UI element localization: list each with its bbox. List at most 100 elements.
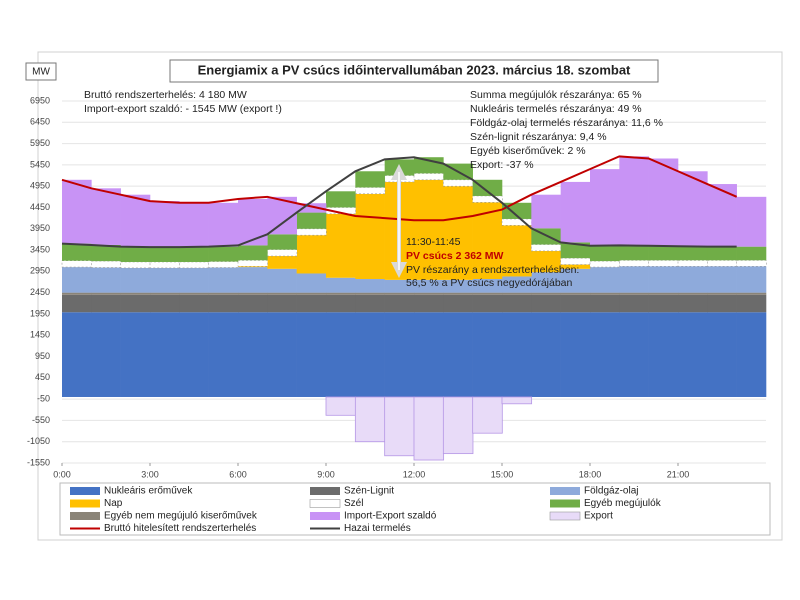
area-step [120,261,151,269]
y-tick-label: -1050 [27,436,50,446]
x-tick-label: 0:00 [53,469,71,479]
area-step [355,312,385,397]
area-step [238,294,268,313]
area-step [678,292,708,295]
area-step [355,292,385,295]
area-step [62,292,92,295]
area-step [238,266,268,268]
area-series [62,294,767,313]
area-step [648,259,679,267]
area-step [62,179,92,244]
area-step [208,202,239,247]
y-tick-label: 6450 [30,117,50,127]
area-step [267,234,297,250]
area-step [531,272,561,293]
area-step [560,264,591,269]
area-step [590,294,620,313]
legend-swatch [310,512,340,520]
area-step [326,312,356,397]
area-step [531,294,561,313]
area-step [384,312,415,397]
legend-swatch [309,499,341,508]
area-step [208,261,239,268]
y-tick-label: 5450 [30,159,50,169]
area-step [443,179,474,187]
area-step [91,260,122,268]
legend-swatch [70,512,100,520]
area-step [590,245,620,262]
y-tick-label: 1450 [30,330,50,340]
area-step [472,294,503,313]
legend-label: Egyéb nem megújuló kiserőművek [104,511,258,522]
area-step [267,268,297,293]
area-step [589,260,620,268]
legend-label: Egyéb megújulók [584,498,662,509]
area-step [678,294,708,313]
legend-swatch [549,511,581,521]
area-step [296,294,327,313]
area-step [472,292,503,295]
area-step [120,292,151,295]
area-step [179,294,209,313]
area-series [62,312,767,397]
area-step [326,292,356,295]
area-step [590,312,620,397]
area-step [179,292,209,295]
area-step [120,294,151,313]
annotation: Import-export szaldó: - 1545 MW (export … [84,103,282,115]
area-step [384,279,415,293]
area-step [150,312,180,397]
area-step [443,186,473,280]
y-tick-label: 6950 [30,95,50,105]
area-step [150,292,180,295]
area-step [296,273,327,293]
area-step [648,266,679,293]
annotation: Földgáz-olaj termelés részaránya: 11,6 % [470,117,663,129]
area-step [267,256,297,269]
area-step [384,396,415,457]
area-step [560,242,591,259]
area-step [62,312,92,397]
legend-label: Szén-Lignit [344,486,394,497]
area-step [91,188,121,245]
area-step [678,246,708,261]
area-step [413,173,444,181]
area-step [678,266,708,293]
area-step [531,244,562,252]
area-series [62,157,767,262]
area-step [531,312,561,397]
area-step [619,294,649,313]
area-step [267,249,298,257]
area-step [150,267,180,293]
y-tick-label: -1550 [27,457,50,467]
area-step [677,259,708,267]
legend-label: Nap [104,498,123,509]
area-step [91,292,121,295]
area-step [149,261,180,269]
x-tick-label: 21:00 [667,469,690,479]
area-step [414,292,444,295]
legend-swatch [550,487,580,495]
area-step [208,292,239,295]
area-step [150,294,180,313]
area-step [736,196,767,247]
area-step [179,267,209,293]
x-tick-label: 3:00 [141,469,159,479]
area-step [355,193,385,280]
area-step [355,171,385,188]
legend-swatch [70,499,100,508]
area-step [296,228,327,236]
x-tick-label: 12:00 [403,469,426,479]
area-step [179,202,209,248]
area-step [707,184,737,247]
area-step [560,294,591,313]
area-series [61,173,767,269]
area-step [414,312,444,397]
area-step [531,250,561,273]
annotation: Summa megújulók részaránya: 65 % [470,89,642,101]
area-step [208,294,239,313]
area-series [325,396,533,461]
area-step [414,279,444,293]
area-step [238,245,268,261]
